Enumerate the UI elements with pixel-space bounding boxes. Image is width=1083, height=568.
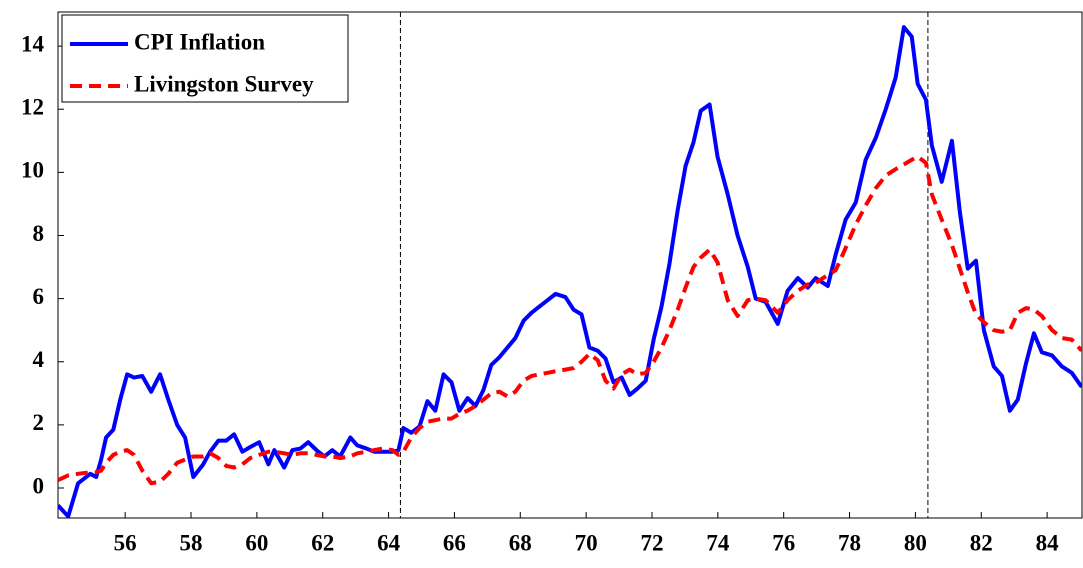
legend-label: Livingston Survey	[134, 71, 314, 96]
series-line	[58, 25, 1082, 518]
x-tick-label: 64	[377, 530, 401, 555]
x-tick-label: 66	[443, 530, 466, 555]
x-tick-label: 82	[970, 530, 993, 555]
x-tick-label: 78	[838, 530, 861, 555]
x-tick-label: 72	[640, 530, 663, 555]
x-tick-label: 76	[772, 530, 795, 555]
y-tick-label: 0	[33, 473, 45, 498]
series-line	[58, 154, 1082, 486]
legend: CPI Inflation Livingston Survey	[61, 14, 349, 103]
x-tick-label: 74	[706, 530, 730, 555]
x-tick-label: 70	[575, 530, 598, 555]
y-tick-label: 2	[33, 410, 45, 435]
x-tick-label: 80	[904, 530, 927, 555]
y-tick-label: 10	[21, 158, 44, 183]
x-tick-label: 84	[1036, 530, 1060, 555]
x-tick-label: 60	[245, 530, 268, 555]
y-tick-label: 6	[33, 284, 45, 309]
y-tick-label: 12	[21, 95, 44, 120]
x-tick-label: 56	[114, 530, 137, 555]
x-tick-label: 62	[311, 530, 334, 555]
legend-label: CPI Inflation	[134, 29, 265, 54]
x-tick-label: 58	[180, 530, 203, 555]
y-tick-label: 8	[33, 221, 45, 246]
y-tick-label: 14	[21, 31, 45, 56]
plot-frame	[57, 11, 1083, 519]
y-tick-label: 4	[33, 347, 45, 372]
x-tick-label: 68	[509, 530, 532, 555]
